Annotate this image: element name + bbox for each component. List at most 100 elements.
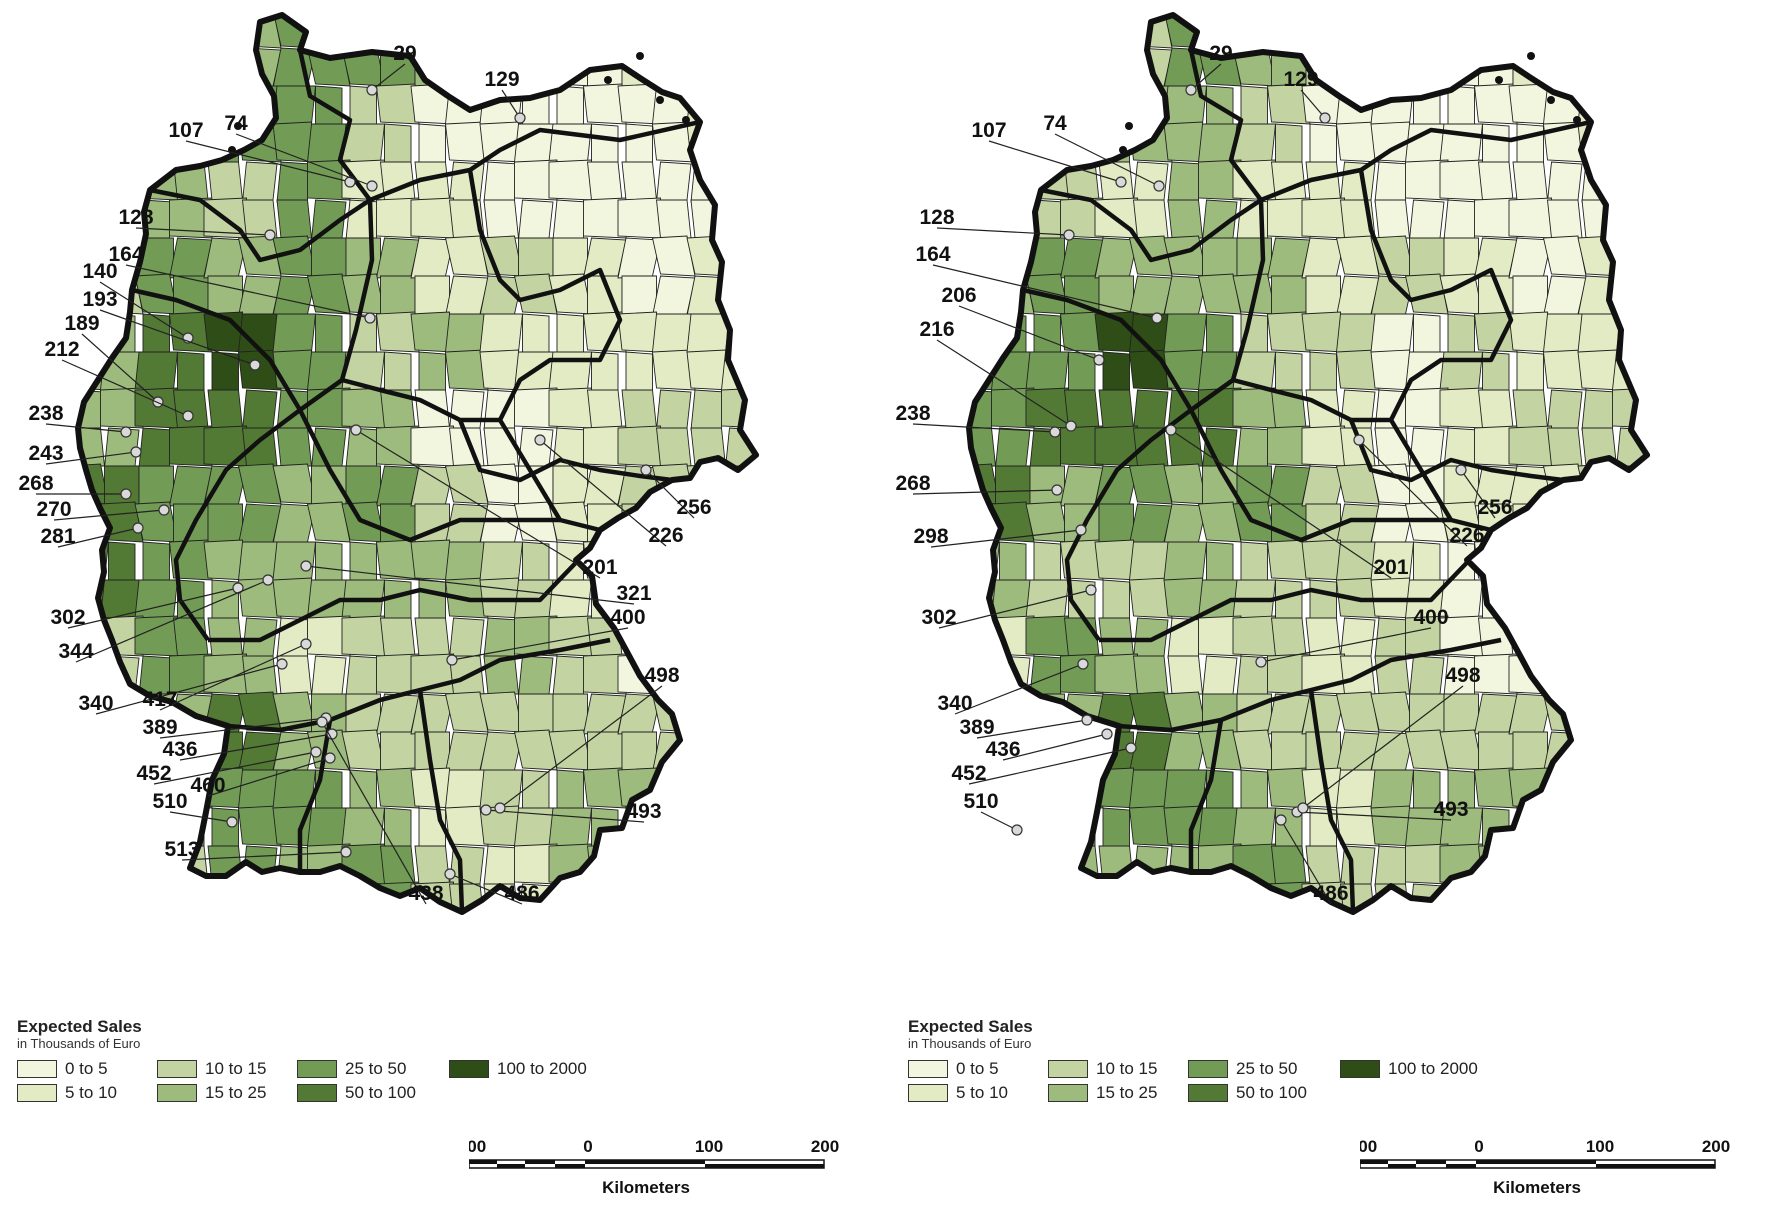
district — [1478, 731, 1514, 771]
district — [522, 769, 550, 811]
city-marker — [182, 410, 194, 422]
district — [1409, 15, 1445, 49]
legend-label: 25 to 50 — [1236, 1059, 1298, 1078]
district — [1305, 617, 1341, 657]
district — [556, 769, 584, 811]
district — [78, 845, 105, 887]
district — [168, 15, 213, 51]
scale-tick-label: 200 — [1702, 1137, 1730, 1156]
city-marker — [1011, 824, 1023, 836]
city-marker — [1275, 814, 1287, 826]
legend-item: 0 to 5 — [908, 1058, 999, 1080]
district — [410, 197, 454, 239]
city-marker — [262, 574, 274, 586]
city-marker — [1075, 524, 1087, 536]
scale-segment — [1446, 1164, 1476, 1168]
district — [621, 845, 657, 885]
callout-layer: 29 129 107 74 128 164 206 216 238 268 298 302 340389… — [895, 42, 1512, 905]
callout-label: 268 — [895, 472, 930, 495]
district — [1577, 541, 1621, 581]
district — [655, 617, 692, 659]
callout-label: 256 — [676, 496, 711, 519]
district — [517, 199, 554, 241]
district — [1543, 577, 1587, 619]
district — [1577, 15, 1622, 49]
district — [1473, 15, 1518, 51]
district — [1482, 123, 1510, 165]
scale-bar: 100 0 100 200 Kilometers — [1360, 1134, 1740, 1206]
district — [1033, 313, 1061, 355]
legend: Expected Sales in Thousands of Euro 0 to… — [17, 1017, 617, 1106]
district — [686, 47, 731, 89]
callout-label: 201 — [582, 556, 617, 579]
district — [1025, 615, 1069, 657]
callout-label: 164 — [915, 243, 950, 266]
district — [1439, 387, 1483, 429]
legend-label: 10 to 15 — [205, 1059, 267, 1078]
legend-item: 50 to 100 — [1188, 1082, 1307, 1104]
district — [690, 655, 726, 695]
district — [656, 199, 692, 239]
district — [655, 161, 692, 203]
district — [276, 199, 312, 239]
germany-map-right: 29 129 107 74 128 164 206 216 238 268 298 302 340389… — [895, 12, 1650, 915]
district — [315, 541, 343, 583]
district — [721, 159, 756, 201]
city-marker — [276, 658, 288, 670]
callout-label: 302 — [921, 606, 956, 629]
callout-label: 29 — [1209, 42, 1232, 65]
district — [1025, 351, 1069, 391]
city-marker — [264, 229, 276, 241]
district — [483, 427, 519, 467]
callout-label: 340 — [78, 692, 113, 715]
district — [1547, 883, 1583, 912]
city-marker — [494, 802, 506, 814]
callout-leader — [179, 733, 333, 761]
district — [1202, 237, 1238, 277]
callout-leader — [976, 719, 1088, 739]
city-marker — [1165, 424, 1177, 436]
district — [479, 541, 523, 581]
district — [1102, 579, 1130, 621]
district — [1512, 731, 1548, 771]
district — [418, 351, 446, 393]
district — [617, 425, 661, 467]
district — [720, 729, 756, 771]
district — [1305, 845, 1341, 885]
district — [1060, 83, 1104, 125]
district — [1059, 15, 1104, 51]
district-layer — [969, 15, 1647, 912]
district — [969, 199, 996, 239]
district — [969, 883, 996, 912]
district — [483, 161, 519, 203]
city-marker — [1051, 484, 1063, 496]
district — [548, 387, 592, 429]
district — [1546, 845, 1583, 887]
district — [552, 237, 588, 277]
district — [1547, 427, 1583, 467]
callout-leader — [930, 529, 1082, 548]
district — [991, 159, 1035, 201]
legend-swatch — [1340, 1060, 1380, 1078]
callout-leader — [75, 579, 269, 663]
district — [1612, 123, 1647, 163]
district — [1478, 161, 1514, 201]
legend-swatch — [1048, 1060, 1088, 1078]
district — [78, 47, 110, 89]
district — [169, 83, 213, 125]
callout-leader — [1260, 627, 1432, 663]
callout-leader — [125, 264, 371, 319]
callout-leader — [980, 811, 1018, 831]
district — [1512, 845, 1548, 885]
city-marker — [364, 312, 376, 324]
district — [1025, 387, 1069, 429]
district — [1094, 881, 1138, 912]
district — [418, 579, 446, 621]
district — [479, 769, 523, 809]
district — [1447, 313, 1475, 355]
district — [1577, 503, 1622, 545]
district — [1305, 389, 1341, 429]
legend-item: 10 to 15 — [157, 1058, 266, 1080]
district — [138, 15, 174, 49]
district — [78, 121, 109, 163]
